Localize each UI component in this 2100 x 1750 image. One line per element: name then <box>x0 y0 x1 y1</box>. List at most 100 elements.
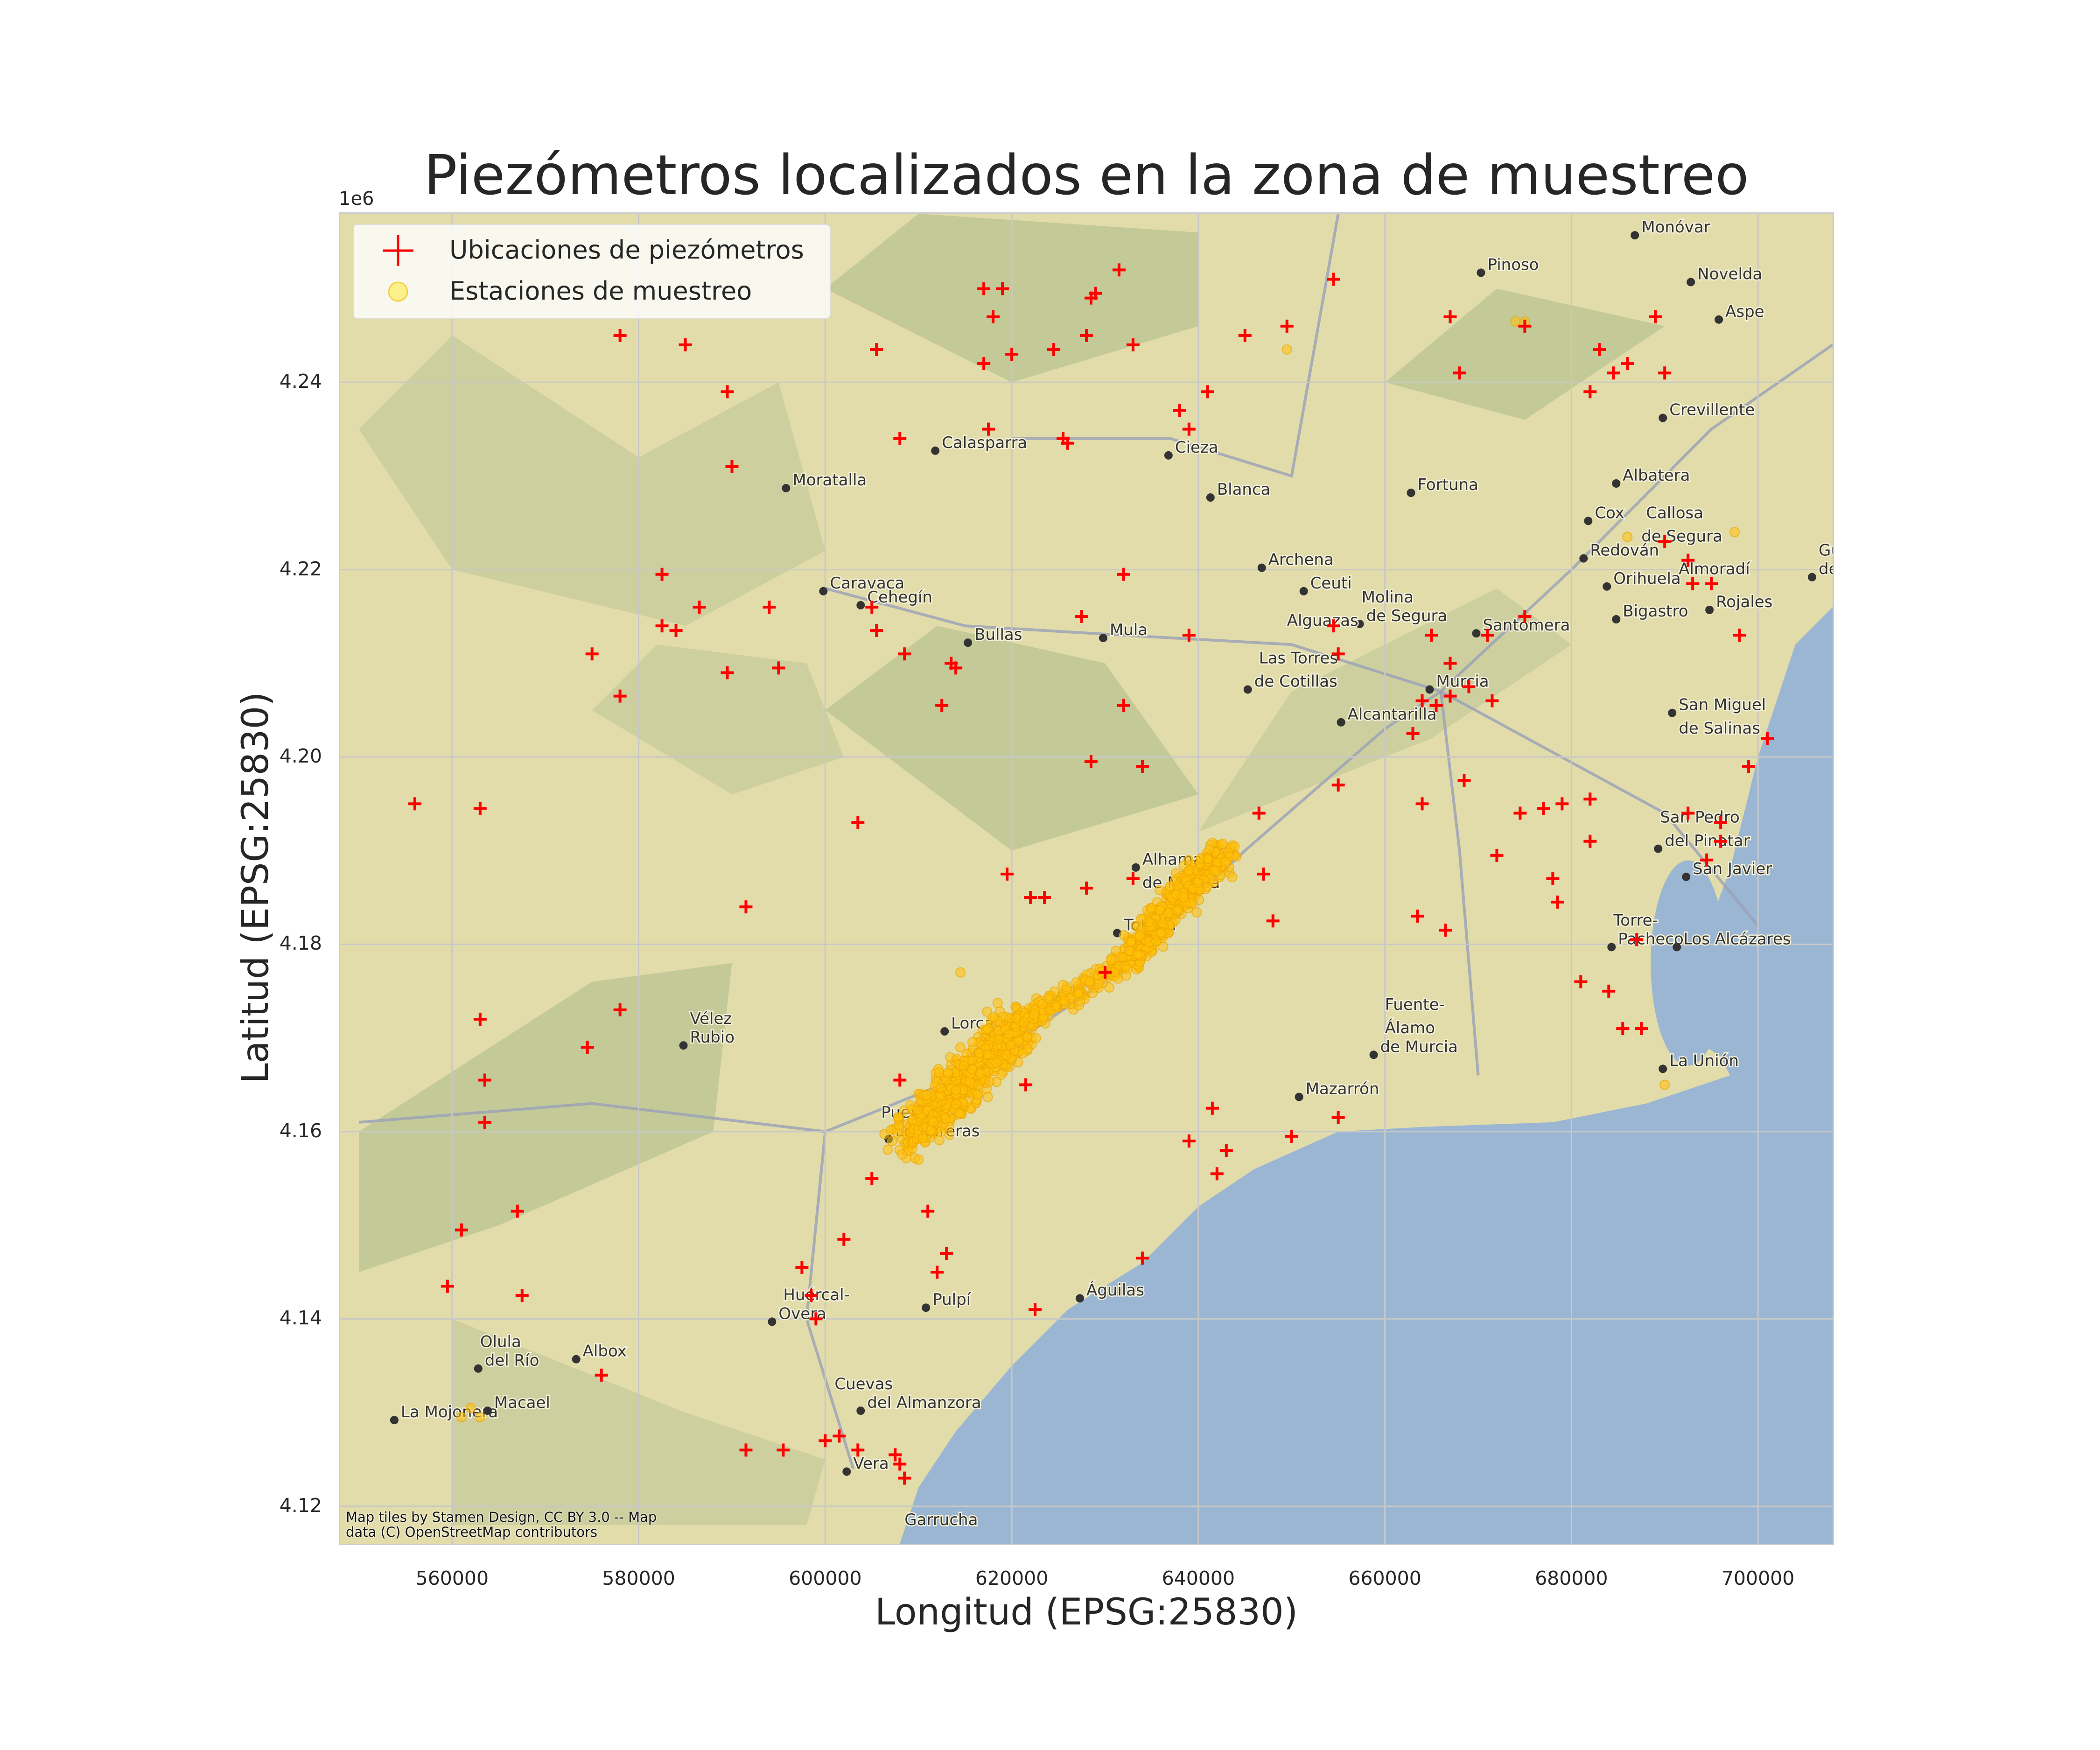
map-plot-area[interactable]: Monóvar Pinoso Novelda Aspe Calasparra Morata… <box>339 212 1834 1545</box>
piezometer-marker <box>1439 924 1452 937</box>
place-label: Pacheco <box>1618 930 1683 948</box>
piezometer-marker <box>1238 329 1252 342</box>
place-label: Murcia <box>1436 672 1489 691</box>
y-tick-label: 4.24 <box>279 370 322 393</box>
station-point <box>1037 999 1048 1009</box>
place-dot <box>1337 718 1345 727</box>
place-label: Pulpí <box>932 1290 971 1309</box>
piezometer-marker <box>1583 385 1597 399</box>
station-point <box>1004 1029 1015 1040</box>
place-dot <box>1579 554 1588 563</box>
piezometers-layer <box>408 263 1774 1485</box>
station-point <box>465 1402 476 1413</box>
place-label: del Almanzora <box>867 1393 981 1412</box>
road-line <box>1439 691 1480 1076</box>
station-point <box>1006 1040 1016 1050</box>
piezometer-marker <box>1616 1022 1630 1036</box>
place-label: Caravaca <box>830 574 904 593</box>
piezometer-marker <box>898 1471 911 1485</box>
road-line <box>1440 690 1759 927</box>
map-attribution[interactable]: Map tiles by Stamen Design, CC BY 3.0 --… <box>346 1510 657 1540</box>
piezometer-marker <box>1537 802 1550 815</box>
place-dot <box>1295 1092 1303 1101</box>
piezometer-marker <box>1135 1251 1149 1265</box>
place-label: La Unión <box>1669 1051 1739 1070</box>
piezometer-marker <box>1574 975 1588 988</box>
place-dot <box>856 1406 865 1415</box>
station-point <box>913 1155 924 1165</box>
place-label: Aspe <box>1725 302 1764 321</box>
map-svg[interactable]: Monóvar Pinoso Novelda Aspe Calasparra Morata… <box>340 214 1833 1544</box>
piezometer-marker <box>655 619 669 633</box>
piezometer-marker <box>1257 867 1270 881</box>
station-point <box>1017 1048 1028 1059</box>
station-point <box>1157 918 1168 929</box>
place-label: de <box>1819 560 1833 579</box>
station-point <box>1204 844 1215 855</box>
place-dot <box>782 484 791 493</box>
station-point <box>1729 527 1740 538</box>
piezometer-marker <box>1331 778 1345 792</box>
piezometer-marker <box>1513 806 1527 820</box>
piezometer-marker <box>893 1457 907 1471</box>
piezometer-marker <box>870 624 883 637</box>
x-tick-label: 660000 <box>1348 1567 1421 1589</box>
piezometer-marker <box>1453 366 1466 380</box>
station-point <box>887 1136 897 1147</box>
piezometer-marker <box>921 1204 935 1218</box>
station-point <box>1227 872 1238 882</box>
piezometer-marker <box>1173 404 1186 417</box>
piezometer-marker <box>898 647 911 661</box>
x-tick-label: 680000 <box>1535 1567 1608 1589</box>
piezometer-marker <box>1219 1144 1233 1157</box>
piezometer-marker <box>679 338 692 351</box>
piezometer-marker <box>1705 577 1718 590</box>
piezometer-marker <box>1425 629 1438 642</box>
place-label: San Miguel <box>1679 696 1766 714</box>
place-label: Santomera <box>1483 616 1570 635</box>
place-label: Cox <box>1595 504 1624 522</box>
piezometer-marker <box>1098 966 1112 979</box>
piezometer-marker <box>739 900 753 914</box>
place-label: San Javier <box>1693 860 1772 878</box>
place-dot <box>1206 493 1215 502</box>
place-dot <box>1477 268 1485 277</box>
place-label: Callosa <box>1646 504 1703 522</box>
piezometer-marker <box>865 1172 879 1185</box>
piezometer-marker <box>870 343 883 357</box>
basemap-layer <box>340 214 1833 1544</box>
place-label: Vélez <box>690 1009 732 1028</box>
place-label: Cuevas <box>834 1375 893 1393</box>
piezometer-marker <box>515 1289 529 1302</box>
piezometer-marker <box>1182 629 1196 642</box>
place-label: Fortuna <box>1418 476 1478 494</box>
piezometer-marker <box>1518 319 1532 333</box>
road-line <box>358 343 1833 1133</box>
station-point <box>1073 989 1084 1000</box>
place-dot <box>1607 943 1616 952</box>
place-label: Moratalla <box>792 471 867 490</box>
piezometer-marker <box>1080 882 1093 895</box>
piezometer-marker <box>851 816 865 829</box>
piezometer-marker <box>1252 806 1266 820</box>
place-label: Rojales <box>1716 593 1772 611</box>
piezometer-marker <box>613 1003 627 1016</box>
place-label: Torre- <box>1613 911 1658 930</box>
station-point <box>1231 851 1242 862</box>
piezometer-marker <box>1201 385 1214 399</box>
legend: Ubicaciones de piezómetros Estaciones de… <box>353 224 831 319</box>
place-label: Blanca <box>1217 480 1271 499</box>
station-point <box>1018 1017 1029 1028</box>
station-point <box>951 1085 961 1095</box>
station-point <box>917 1133 928 1143</box>
place-label: Redován <box>1590 541 1659 560</box>
piezometer-marker <box>1084 755 1098 769</box>
piezometer-marker <box>1658 535 1672 548</box>
place-label: Albox <box>583 1342 627 1361</box>
piezometer-marker <box>1681 553 1695 567</box>
station-point <box>1154 885 1165 896</box>
place-dot <box>1369 1050 1378 1059</box>
place-dot <box>1075 1294 1084 1303</box>
place-dot <box>1673 943 1681 952</box>
piezometer-marker <box>1047 343 1061 357</box>
